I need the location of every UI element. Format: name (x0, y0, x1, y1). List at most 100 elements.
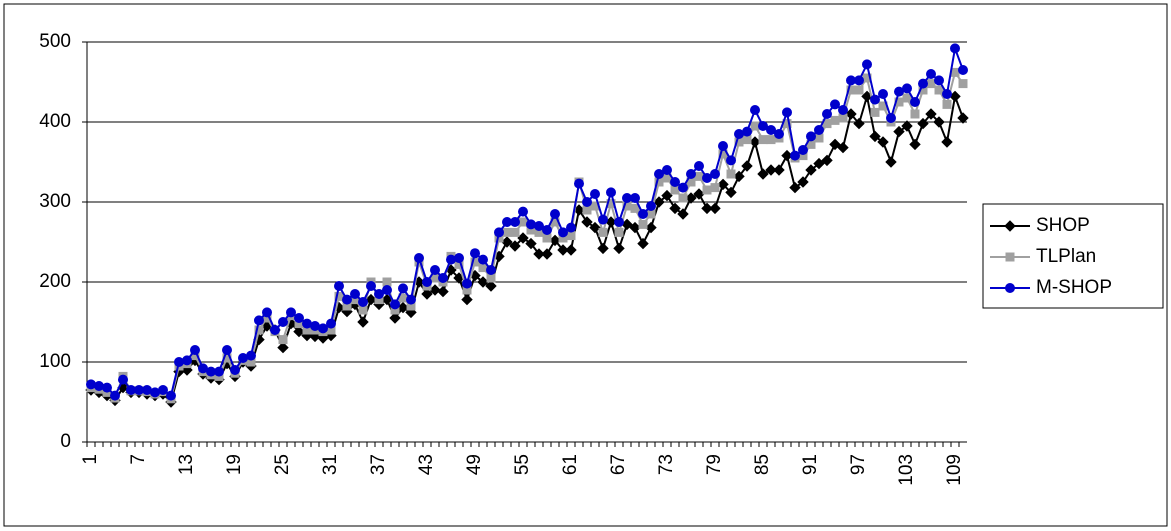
marker (686, 169, 696, 179)
marker (590, 189, 600, 199)
marker (598, 227, 608, 237)
x-tick-label: 97 (848, 454, 869, 475)
marker (254, 315, 264, 326)
marker (485, 280, 497, 292)
marker (646, 201, 656, 211)
y-tick-label: 300 (39, 191, 71, 212)
marker (717, 178, 729, 191)
marker (357, 316, 369, 328)
marker (534, 221, 544, 231)
marker (814, 125, 824, 135)
marker (790, 150, 800, 161)
marker (461, 293, 473, 306)
marker (533, 248, 545, 260)
x-tick-label: 1 (80, 454, 101, 465)
marker (190, 345, 200, 355)
marker (845, 108, 857, 120)
marker (597, 242, 609, 255)
marker (630, 203, 640, 213)
x-tick-label: 85 (752, 454, 773, 475)
marker (358, 305, 368, 315)
marker (549, 234, 561, 247)
marker (574, 178, 584, 189)
y-tick-label: 200 (39, 271, 71, 292)
marker (501, 236, 513, 248)
marker (502, 227, 512, 237)
marker (614, 227, 624, 237)
marker (214, 366, 224, 377)
marker (749, 136, 761, 148)
marker (806, 131, 816, 142)
marker (942, 99, 952, 109)
marker (598, 214, 608, 225)
marker (326, 318, 336, 329)
marker (678, 193, 688, 203)
marker (789, 181, 801, 194)
marker (805, 164, 817, 176)
marker (1005, 283, 1015, 293)
marker (638, 209, 648, 219)
x-tick-label: 79 (704, 454, 725, 475)
marker (821, 154, 833, 167)
y-tick-label: 400 (39, 111, 71, 132)
y-tick-label: 500 (39, 31, 71, 52)
marker (614, 217, 624, 227)
marker (926, 79, 936, 89)
marker (613, 242, 625, 255)
marker (365, 293, 377, 306)
marker (854, 85, 864, 95)
marker (389, 312, 401, 324)
marker (414, 253, 424, 263)
marker (382, 285, 392, 295)
x-tick-label: 73 (656, 454, 677, 475)
marker (909, 138, 921, 151)
marker (742, 126, 752, 137)
marker (438, 273, 448, 283)
marker (486, 273, 496, 283)
marker (437, 285, 449, 298)
marker (702, 185, 712, 195)
marker (869, 130, 881, 143)
marker (557, 244, 569, 256)
marker (366, 281, 376, 291)
marker (654, 169, 664, 179)
marker (542, 233, 552, 243)
marker (509, 240, 521, 252)
marker (838, 105, 848, 115)
marker (694, 161, 704, 171)
marker (709, 202, 721, 215)
marker (934, 75, 944, 86)
marker (102, 382, 112, 393)
marker (758, 121, 768, 131)
marker (773, 164, 785, 176)
x-tick-label: 13 (176, 454, 197, 475)
marker (726, 155, 736, 166)
marker (494, 227, 504, 238)
marker (902, 83, 912, 94)
marker (670, 177, 680, 187)
marker (797, 176, 809, 188)
marker (814, 133, 824, 143)
marker (766, 135, 776, 145)
x-tick-label: 31 (320, 454, 341, 475)
x-tick-label: 19 (224, 454, 245, 475)
marker (917, 117, 929, 130)
marker (941, 136, 953, 148)
marker (525, 237, 537, 250)
marker (893, 125, 905, 138)
marker (166, 390, 176, 401)
marker (765, 164, 777, 176)
marker (565, 244, 577, 256)
marker (510, 227, 520, 237)
marker (958, 65, 968, 75)
marker (398, 283, 408, 294)
marker (646, 209, 656, 219)
x-tick-label: 103 (896, 454, 917, 486)
marker (957, 112, 969, 124)
x-tick-label: 49 (464, 454, 485, 475)
marker (517, 232, 529, 244)
marker (222, 345, 232, 355)
legend-label: TLPlan (1036, 246, 1096, 267)
marker (822, 109, 832, 119)
